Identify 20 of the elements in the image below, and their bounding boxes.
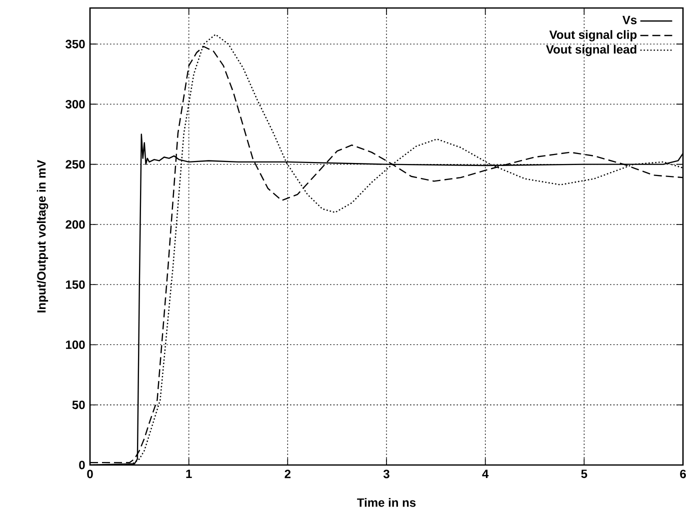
y-tick-label: 300	[66, 100, 85, 108]
x-tick-label: 3	[383, 470, 390, 478]
y-tick-label: 50	[72, 400, 85, 410]
legend-label: Vout signal clip	[549, 30, 637, 42]
x-tick-label: 6	[680, 470, 686, 478]
x-tick-label: 1	[186, 470, 192, 478]
x-tick-label: 2	[284, 470, 291, 478]
x-tick-label: 0	[87, 470, 93, 478]
y-tick-label: 350	[66, 40, 85, 48]
x-tick-label: 4	[482, 470, 489, 478]
y-tick-label: 150	[66, 280, 85, 289]
y-tick-label: 0	[79, 460, 85, 470]
y-tick-label: 200	[66, 220, 85, 229]
legend-label: Vout signal lead	[546, 44, 636, 56]
x-axis-title: Time in ns	[357, 498, 416, 507]
x-tick-label: 5	[581, 470, 588, 478]
y-tick-label: 250	[66, 160, 85, 169]
y-axis-title: Input/Output voltage in mV	[36, 160, 48, 312]
y-tick-label: 100	[66, 340, 85, 349]
legend-label: Vs	[622, 16, 637, 24]
